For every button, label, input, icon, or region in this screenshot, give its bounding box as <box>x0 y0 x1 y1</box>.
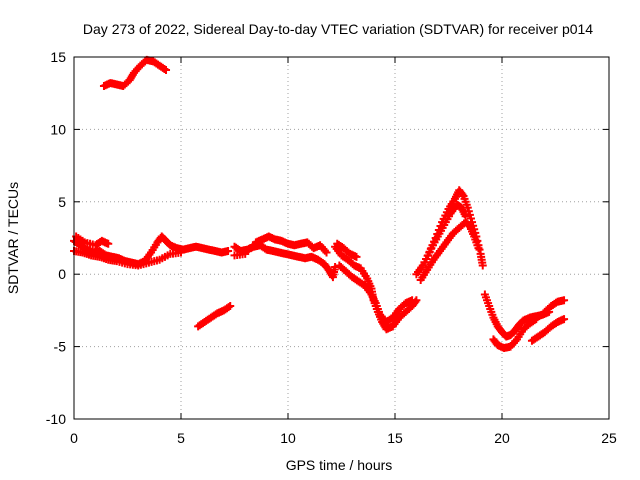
data-point <box>177 248 185 257</box>
data-point <box>458 190 467 199</box>
data-point <box>560 315 569 324</box>
data-point <box>532 315 541 324</box>
series-arc-3 <box>70 247 185 270</box>
series-arc-14 <box>480 290 554 341</box>
x-tick-label: 0 <box>70 430 78 446</box>
data-point <box>224 247 233 256</box>
data-point <box>224 303 233 312</box>
series-arc-5 <box>194 302 235 331</box>
series-arc-15 <box>489 315 541 353</box>
data-point <box>478 261 487 270</box>
y-tick-label: 5 <box>58 194 66 210</box>
series-arc-1 <box>99 55 171 90</box>
series-arc-13 <box>420 200 470 267</box>
y-tick-label: 10 <box>50 121 66 137</box>
series-arc-17 <box>540 296 569 316</box>
y-tick-label: -5 <box>54 339 67 355</box>
y-tick-label: -10 <box>46 411 66 427</box>
x-tick-label: 20 <box>494 430 510 446</box>
data-point <box>162 66 171 75</box>
data-points <box>70 55 569 353</box>
grid-lines <box>74 57 609 419</box>
x-axis-label: GPS time / hours <box>286 457 393 473</box>
x-tick-label: 25 <box>601 430 617 446</box>
x-tick-label: 5 <box>177 430 185 446</box>
series-arc-4 <box>72 232 113 250</box>
data-point <box>352 252 361 261</box>
x-tick-label: 10 <box>280 430 296 446</box>
series-arc-7 <box>230 232 331 260</box>
data-point <box>560 296 569 305</box>
plot-frame <box>73 56 610 420</box>
data-point <box>322 248 331 257</box>
chart-title: Day 273 of 2022, Sidereal Day-to-day VTE… <box>83 21 593 37</box>
axis-ticks: 0 5 10 15 20 25 -10 -5 0 5 10 15 <box>46 49 617 446</box>
data-point <box>474 244 483 253</box>
series-arc-10 <box>333 239 361 261</box>
x-tick-label: 15 <box>387 430 403 446</box>
y-tick-label: 15 <box>50 49 66 65</box>
data-point <box>104 239 113 248</box>
series-arc-8 <box>331 242 421 334</box>
data-point <box>461 212 470 221</box>
data-point <box>408 296 417 305</box>
data-point <box>160 64 169 73</box>
series-arc-9 <box>335 261 417 326</box>
data-point <box>475 245 484 254</box>
y-axis-label: SDTVAR / TECUs <box>5 182 21 294</box>
series-arc-16 <box>527 315 569 345</box>
data-point <box>530 316 539 325</box>
y-tick-label: 0 <box>58 266 66 282</box>
series-arc-12 <box>416 218 483 284</box>
data-point <box>226 302 235 311</box>
